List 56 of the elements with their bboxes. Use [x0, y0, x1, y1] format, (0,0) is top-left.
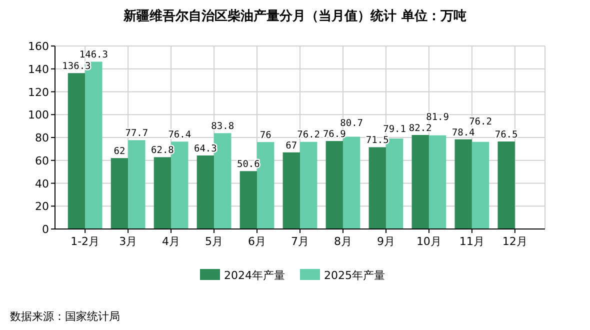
data-label: 76.2 [297, 129, 320, 140]
bar [428, 135, 446, 229]
data-label: 62 [114, 146, 126, 158]
bar [498, 142, 515, 229]
y-tick-label: 80 [35, 132, 49, 144]
bar [454, 139, 472, 229]
bar [68, 73, 86, 229]
x-tick-label: 4月 [162, 235, 180, 248]
legend-label: 2025年产量 [324, 269, 385, 282]
bar [110, 158, 128, 229]
data-label: 76.2 [469, 116, 492, 128]
data-label: 77.7 [125, 128, 148, 140]
y-tick-label: 60 [35, 154, 49, 168]
y-tick-label: 120 [28, 86, 49, 99]
x-tick-label: 10月 [416, 235, 442, 248]
data-label: 76 [260, 130, 272, 142]
y-tick-label: 20 [35, 200, 49, 214]
data-label: 78.4 [452, 127, 476, 138]
y-tick-label: 40 [35, 177, 49, 190]
bar [128, 140, 146, 229]
bar [196, 155, 214, 229]
bar [368, 147, 386, 229]
bar [472, 142, 490, 229]
bar [154, 157, 172, 229]
data-label: 146.3 [79, 50, 108, 61]
x-tick-label: 5月 [205, 235, 224, 248]
y-tick-label: 0 [42, 223, 49, 236]
data-label: 76.9 [322, 129, 346, 140]
data-label: 76.4 [168, 130, 192, 141]
x-tick-label: 1-2月 [70, 235, 100, 248]
data-label: 79.1 [383, 124, 406, 136]
bar [326, 141, 343, 229]
bar [412, 134, 429, 229]
data-label: 76.5 [494, 130, 518, 141]
legend-label: 2024年产量 [224, 269, 285, 282]
bar [240, 171, 258, 229]
x-tick-label: 3月 [119, 235, 138, 248]
x-tick-label: 7月 [291, 235, 309, 248]
data-label: 67 [286, 140, 298, 152]
x-tick-label: 12月 [502, 235, 528, 248]
x-tick-label: 8月 [334, 235, 352, 248]
x-tick-label: 6月 [248, 235, 266, 248]
y-tick-label: 160 [28, 40, 49, 53]
data-label: 82.2 [408, 122, 432, 134]
y-tick-label: 100 [28, 108, 49, 122]
bar [282, 152, 300, 229]
y-tick-label: 140 [28, 62, 49, 76]
bar [300, 142, 318, 229]
source-note: 数据来源：国家统计局 [10, 310, 120, 323]
data-label: 83.8 [211, 121, 234, 132]
x-tick-label: 9月 [376, 235, 395, 248]
data-label: 81.9 [426, 112, 450, 123]
chart-title: 新疆维吾尔自治区柴油产量分月（当月值）统计 单位：万吨 [122, 8, 466, 24]
data-label: 80.7 [340, 118, 364, 130]
bar [342, 136, 360, 229]
x-tick-label: 11月 [459, 235, 484, 248]
